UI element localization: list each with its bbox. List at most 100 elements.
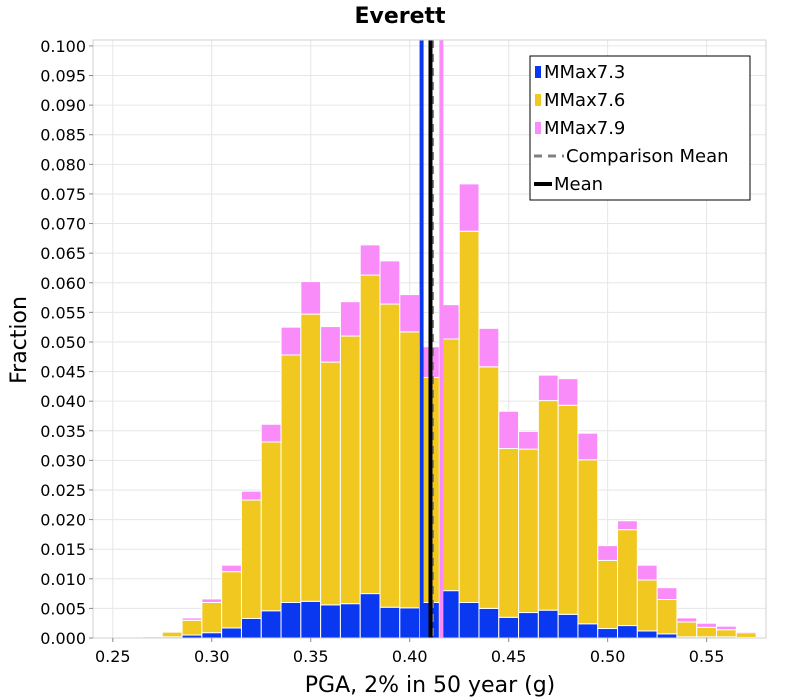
y-tick-label: 0.050: [40, 333, 86, 352]
bar-mmax7-9-29: [716, 625, 737, 631]
bar-mmax7-9-3: [201, 598, 223, 603]
y-tick-label: 0.040: [40, 392, 86, 411]
y-tick-label: 0.045: [40, 363, 86, 382]
bar-mmax7-3-16: [458, 601, 480, 639]
y-tick-label: 0.055: [40, 303, 86, 322]
bar-mmax7-9-4: [221, 564, 242, 573]
bar-mmax7-3-9: [320, 604, 341, 639]
bar-mmax7-6-13: [399, 331, 421, 609]
bar-mmax7-6-1: [161, 631, 183, 638]
bar-mmax7-6-19: [518, 448, 539, 614]
bar-mmax7-9-1: [161, 630, 183, 633]
bar-mmax7-6-16: [458, 230, 480, 603]
bar-mmax7-9-9: [320, 326, 341, 363]
bar-mmax7-3-24: [617, 625, 638, 639]
bar-mmax7-3-23: [597, 628, 619, 639]
legend-label-mean: Mean: [554, 174, 603, 195]
bar-mmax7-9-10: [339, 301, 361, 337]
bar-mmax7-9-16: [458, 183, 480, 232]
bar-mmax7-9-17: [478, 327, 500, 368]
bar-mmax7-6-30: [735, 632, 757, 638]
legend-swatch-mmax7-6: [535, 94, 541, 106]
bar-mmax7-3-26: [656, 633, 678, 639]
bar-mmax7-9-23: [597, 545, 619, 561]
y-tick-label: 0.000: [40, 629, 86, 648]
y-tick-label: 0.005: [40, 599, 86, 618]
bar-mmax7-6-4: [221, 571, 242, 629]
x-tick-label: 0.50: [590, 647, 626, 666]
bar-mmax7-3-13: [399, 607, 421, 639]
bar-mmax7-6-8: [300, 313, 322, 602]
y-tick-label: 0.075: [40, 185, 86, 204]
bar-mmax7-6-11: [359, 274, 381, 595]
bar-mmax7-3-8: [300, 600, 322, 639]
bar-mmax7-6-7: [280, 354, 302, 603]
bar-mmax7-6-25: [636, 579, 658, 632]
y-tick-label: 0.020: [40, 511, 86, 530]
legend-swatch-mmax7-9: [535, 122, 541, 134]
x-tick-label: 0.45: [491, 647, 527, 666]
y-tick-label: 0.065: [40, 244, 86, 263]
bar-mmax7-6-17: [478, 366, 500, 609]
bar-mmax7-6-20: [537, 400, 559, 611]
bar-mmax7-3-19: [518, 612, 539, 639]
bar-mmax7-3-4: [221, 627, 242, 639]
bar-mmax7-9-21: [557, 378, 579, 406]
y-tick-label: 0.095: [40, 67, 86, 86]
bar-mmax7-3-7: [280, 601, 302, 639]
bar-mmax7-6-9: [320, 361, 341, 606]
bar-mmax7-3-5: [240, 617, 262, 639]
bars: [141, 183, 757, 639]
bar-mmax7-9-19: [518, 430, 539, 450]
x-tick-label: 0.25: [95, 647, 131, 666]
bar-mmax7-9-6: [260, 423, 282, 443]
y-tick-label: 0.085: [40, 126, 86, 145]
chart-title: Everett: [354, 4, 446, 29]
y-tick-label: 0.090: [40, 96, 86, 115]
y-tick-label: 0.025: [40, 481, 86, 500]
bar-mmax7-3-22: [577, 623, 599, 639]
bar-mmax7-9-26: [656, 587, 678, 601]
y-tick-label: 0.010: [40, 570, 86, 589]
bar-mmax7-3-25: [636, 630, 658, 639]
y-tick-label: 0.035: [40, 422, 86, 441]
bar-mmax7-9-24: [617, 520, 638, 531]
legend: MMax7.3 MMax7.6 MMax7.9 Comparison Mean Mean: [529, 55, 751, 201]
bar-mmax7-6-2: [181, 619, 203, 636]
x-tick-label: 0.55: [689, 647, 725, 666]
y-tick-label: 0.060: [40, 274, 86, 293]
bar-mmax7-9-18: [498, 410, 520, 450]
x-tick-label: 0.35: [293, 647, 329, 666]
legend-swatch-mmax7-3: [535, 66, 541, 78]
y-tick-label: 0.080: [40, 155, 86, 174]
bar-mmax7-6-23: [597, 559, 619, 630]
bar-mmax7-3-10: [339, 603, 361, 639]
x-axis-label: PGA, 2% in 50 year (g): [305, 673, 556, 698]
x-axis: 0.25 0.30 0.35 0.40 0.45 0.50 0.55: [95, 638, 724, 666]
bar-mmax7-6-29: [716, 629, 737, 638]
bar-mmax7-3-18: [498, 616, 520, 639]
bar-mmax7-6-24: [617, 529, 638, 627]
bar-mmax7-3-11: [359, 593, 381, 639]
bar-mmax7-3-3: [201, 632, 223, 639]
bar-mmax7-9-7: [280, 326, 302, 356]
bar-mmax7-9-25: [636, 564, 658, 581]
bar-mmax7-3-12: [379, 606, 401, 639]
bar-mmax7-6-5: [240, 499, 262, 619]
bar-mmax7-6-21: [557, 404, 579, 615]
bar-mmax7-6-10: [339, 335, 361, 605]
bar-mmax7-6-6: [260, 441, 282, 612]
legend-label-mmax7-6: MMax7.6: [544, 90, 625, 111]
bar-mmax7-6-26: [656, 599, 678, 635]
legend-label-mmax7-9: MMax7.9: [544, 118, 625, 139]
bar-mmax7-9-11: [359, 244, 381, 276]
bar-mmax7-6-3: [201, 601, 223, 634]
bar-mmax7-9-20: [537, 374, 559, 402]
bar-mmax7-9-8: [300, 281, 322, 315]
y-tick-label: 0.015: [40, 540, 86, 559]
bar-mmax7-9-28: [696, 622, 718, 628]
bar-mmax7-6-12: [379, 303, 401, 608]
legend-label-comparison-mean: Comparison Mean: [566, 146, 729, 167]
legend-box: [529, 55, 751, 201]
bar-mmax7-9-12: [379, 260, 401, 305]
